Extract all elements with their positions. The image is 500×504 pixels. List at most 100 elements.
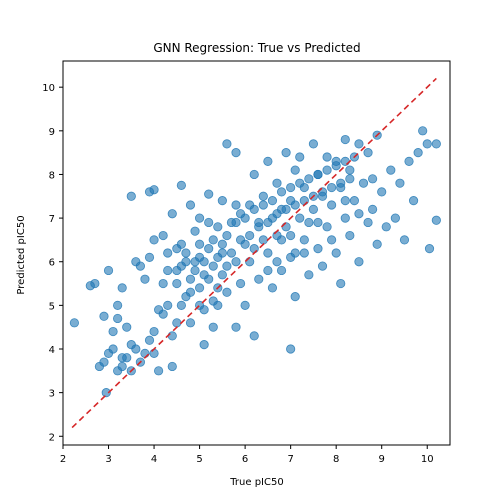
scatter-point [199,257,209,267]
scatter-point [381,222,391,232]
scatter-point [304,174,314,184]
scatter-point [213,252,223,262]
scatter-point [263,265,273,276]
scatter-point [117,283,127,293]
scatter-point [208,261,218,271]
scatter-point [231,148,241,158]
scatter-point [263,217,273,228]
x-tick-label: 8 [333,454,339,465]
scatter-point [340,196,350,206]
scatter-point [126,340,136,350]
scatter-point [431,215,441,225]
scatter-point [313,217,323,228]
reference-line-layer [71,77,437,429]
scatter-point [158,309,168,319]
scatter-point [308,204,319,214]
scatter-point [249,169,259,180]
scatter-point [113,313,123,324]
scatter-point [172,278,182,289]
y-tick-label: 6 [49,258,55,269]
scatter-point [322,165,332,175]
scatter-point [140,274,150,284]
scatter-point [286,182,296,193]
scatter-point [327,235,337,245]
scatter-point [276,187,287,197]
scatter-point [217,239,227,249]
identity-reference-line [71,77,437,429]
scatter-point [431,139,441,149]
scatter-point [240,213,250,223]
y-tick-label: 2 [49,432,55,443]
scatter-point [222,230,232,241]
scatter-point [313,169,323,180]
scatter-point [299,235,309,245]
scatter-point [226,248,237,258]
x-axis-label: True pIC50 [229,477,283,488]
scatter-point [240,300,250,310]
scatter-point [295,152,305,162]
scatter-point [424,244,435,254]
scatter-point [194,239,205,249]
scatter-point [267,283,278,293]
scatter-point [340,213,350,223]
scatter-point [231,322,241,332]
scatter-point [349,196,359,206]
scatter-point [258,235,268,245]
scatter-point [122,322,132,332]
scatter-point [213,222,223,232]
scatter-point [386,165,396,175]
scatter-point [367,204,378,214]
scatter-point [176,180,186,190]
scatter-point [108,326,118,337]
scatter-point [304,270,314,280]
scatter-point [149,326,159,337]
scatter-point [281,148,291,158]
scatter-point [154,366,164,376]
x-tick-label: 5 [196,454,202,465]
scatter-point [99,357,109,367]
scatter-point [140,348,150,358]
scatter-point [199,305,209,315]
y-tick-label: 10 [42,83,55,94]
chart-title: GNN Regression: True vs Predicted [153,41,360,55]
scatter-point [299,196,309,206]
scatter-point [222,139,232,149]
x-tick-label: 4 [151,454,157,465]
scatter-point [176,300,186,310]
scatter-point [249,204,259,214]
scatter-point [181,248,191,258]
scatter-point [272,209,282,219]
scatter-point [204,274,214,284]
scatter-point [144,335,155,345]
y-tick-label: 9 [49,127,55,138]
scatter-point [290,292,300,302]
scatter-point [185,318,196,328]
scatter-point [176,261,186,271]
scatter-point [272,257,282,267]
scatter-point [217,196,227,206]
scatter-point [408,196,419,206]
y-tick-label: 5 [49,301,55,312]
scatter-point [363,148,373,158]
y-tick-label: 8 [49,170,55,181]
scatter-point [390,213,400,223]
scatter-point [194,213,205,223]
scatter-point [231,257,241,267]
scatter-point [245,257,255,267]
scatter-point [163,248,173,258]
scatter-point [103,348,114,358]
scatter-point [313,244,323,254]
scatter-point [172,318,182,328]
scatter-point [258,191,268,201]
scatter-point [367,174,378,184]
scatter-point [281,204,291,214]
scatter-point [254,274,264,284]
scatter-point [213,300,223,310]
scatter-point [422,139,432,149]
x-tick-label: 10 [421,454,434,465]
scatter-point [167,361,177,372]
scatter-point [149,185,159,195]
scatter-point [377,187,387,197]
